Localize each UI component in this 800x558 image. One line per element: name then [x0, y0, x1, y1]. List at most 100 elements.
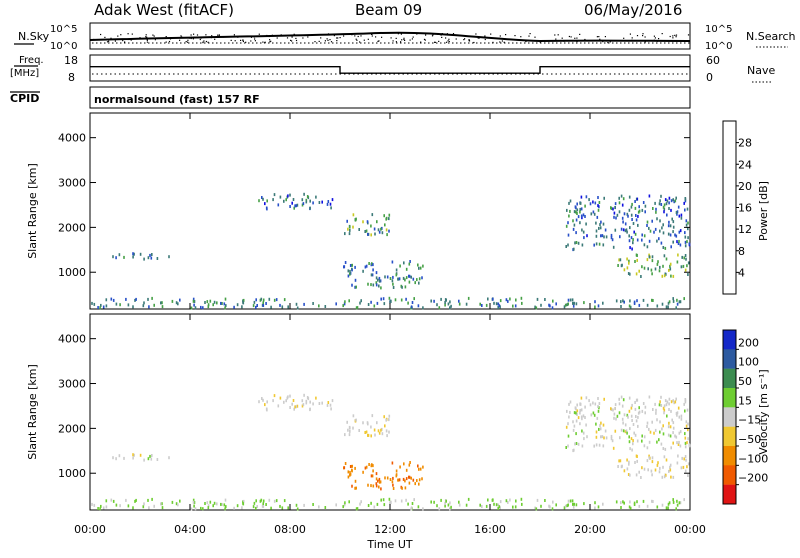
power-echo-cell	[618, 210, 621, 214]
power-echo-cell	[652, 299, 654, 302]
velocity-echo-cell	[616, 414, 619, 418]
velocity-echo-cell	[168, 456, 170, 460]
search-bottom-tick: 10^0	[705, 41, 732, 52]
velocity-echo-cell	[627, 473, 630, 476]
velocity-echo-cell	[613, 412, 616, 416]
power-echo-cell	[686, 207, 689, 211]
power-echo-cell	[665, 257, 668, 261]
power-echo-cell	[589, 202, 592, 206]
freq-step-line	[90, 66, 690, 74]
power-echo-cell	[378, 276, 381, 280]
power-echo-cell	[161, 301, 163, 305]
power-echo-cell	[260, 297, 263, 301]
velocity-echo-cells	[91, 393, 691, 511]
velocity-echo-cell	[567, 499, 570, 503]
n-sky-label: N.Sky	[18, 30, 50, 43]
power-echo-cell	[687, 236, 689, 240]
power-echo-cell	[601, 234, 604, 238]
velocity-echo-cell	[667, 506, 669, 510]
velocity-echo-cell	[347, 475, 350, 479]
power-echo-cell	[349, 269, 351, 273]
power-echo-cell	[636, 238, 639, 242]
velocity-echo-cell	[372, 469, 374, 473]
velocity-echo-cell	[672, 426, 675, 430]
power-echo-cell	[365, 264, 368, 268]
velocity-echo-cell	[628, 440, 631, 444]
velocity-echo-cell	[355, 507, 358, 511]
velocity-echo-cell	[417, 505, 420, 509]
power-echo-cell	[592, 200, 594, 204]
power-echo-cell	[151, 296, 153, 300]
velocity-echo-cell	[133, 453, 135, 457]
velocity-echo-cell	[153, 504, 155, 508]
velocity-echo-cell	[675, 397, 677, 401]
velocity-echo-cell	[654, 428, 657, 432]
velocity-echo-cell	[664, 399, 667, 403]
power-echo-cell	[318, 201, 321, 204]
velocity-echo-cell	[600, 421, 602, 425]
power-echo-cell	[651, 259, 654, 263]
velocity-echo-cell	[409, 461, 411, 464]
velocity-echo-cell	[405, 468, 408, 472]
power-echo-cell	[662, 223, 664, 227]
freq-panel: Freq. [MHz] 18 8 60 0 Nave	[10, 54, 775, 84]
power-echo-cell	[413, 297, 415, 301]
power-echo-cell	[595, 242, 598, 246]
power-echo-cell	[603, 196, 605, 200]
velocity-echo-cell	[105, 499, 108, 503]
velocity-echo-cell	[646, 459, 649, 463]
power-echo-cell	[362, 220, 364, 224]
power-echo-cell	[421, 276, 423, 280]
power-echo-cell	[253, 300, 256, 304]
power-y-label: Slant Range [km]	[26, 163, 39, 259]
power-echo-cell	[628, 239, 631, 243]
velocity-echo-cell	[467, 497, 470, 501]
power-echo-cell	[631, 247, 633, 251]
power-echo-cell	[626, 257, 628, 261]
velocity-echo-cell	[665, 473, 667, 477]
power-echo-cell	[684, 254, 687, 257]
velocity-echo-cell	[97, 507, 99, 510]
velocity-echo-cell	[592, 411, 595, 415]
power-echo-cell	[563, 305, 566, 309]
colorbar-tick-label: 100	[738, 356, 759, 369]
power-echo-cell	[265, 302, 267, 305]
power-echo-cell	[309, 199, 311, 203]
velocity-echo-cell	[401, 486, 403, 490]
velocity-echo-cell	[672, 399, 674, 403]
x-tick-label: 20:00	[574, 523, 606, 536]
velocity-echo-cell	[620, 506, 622, 509]
power-echo-cell	[618, 201, 621, 205]
power-echo-cell	[630, 205, 633, 209]
power-echo-cell	[621, 203, 624, 207]
power-echo-cell	[688, 242, 691, 246]
power-echo-cell	[417, 304, 420, 308]
velocity-echo-cell	[430, 500, 432, 504]
velocity-echo-cell	[412, 478, 415, 482]
power-echo-cell	[160, 301, 162, 305]
velocity-echo-cell	[661, 503, 664, 507]
power-echo-cell	[318, 304, 320, 308]
power-echo-cell	[395, 273, 398, 277]
power-echo-cell	[388, 296, 391, 300]
power-echo-cell	[444, 303, 446, 307]
power-echo-cell	[677, 253, 679, 257]
power-echo-cell	[610, 206, 612, 210]
power-echo-cell	[127, 303, 130, 307]
velocity-echo-cell	[354, 466, 356, 470]
velocity-echo-cell	[665, 403, 668, 407]
velocity-echo-cell	[262, 505, 265, 508]
velocity-echo-cell	[625, 429, 628, 433]
velocity-echo-cell	[233, 506, 235, 510]
power-echo-cell	[422, 264, 424, 268]
power-echo-cell	[147, 256, 150, 260]
power-echo-cell	[262, 298, 265, 302]
power-echo-cell	[343, 302, 346, 306]
power-echo-cell	[303, 192, 305, 196]
sky-top-tick: 10^5	[50, 24, 77, 35]
velocity-echo-cell	[370, 425, 372, 429]
velocity-echo-cell	[635, 415, 637, 418]
velocity-echo-cell	[343, 466, 346, 470]
colorbar-tick-label: 16	[738, 202, 752, 215]
velocity-echo-cell	[569, 499, 572, 503]
